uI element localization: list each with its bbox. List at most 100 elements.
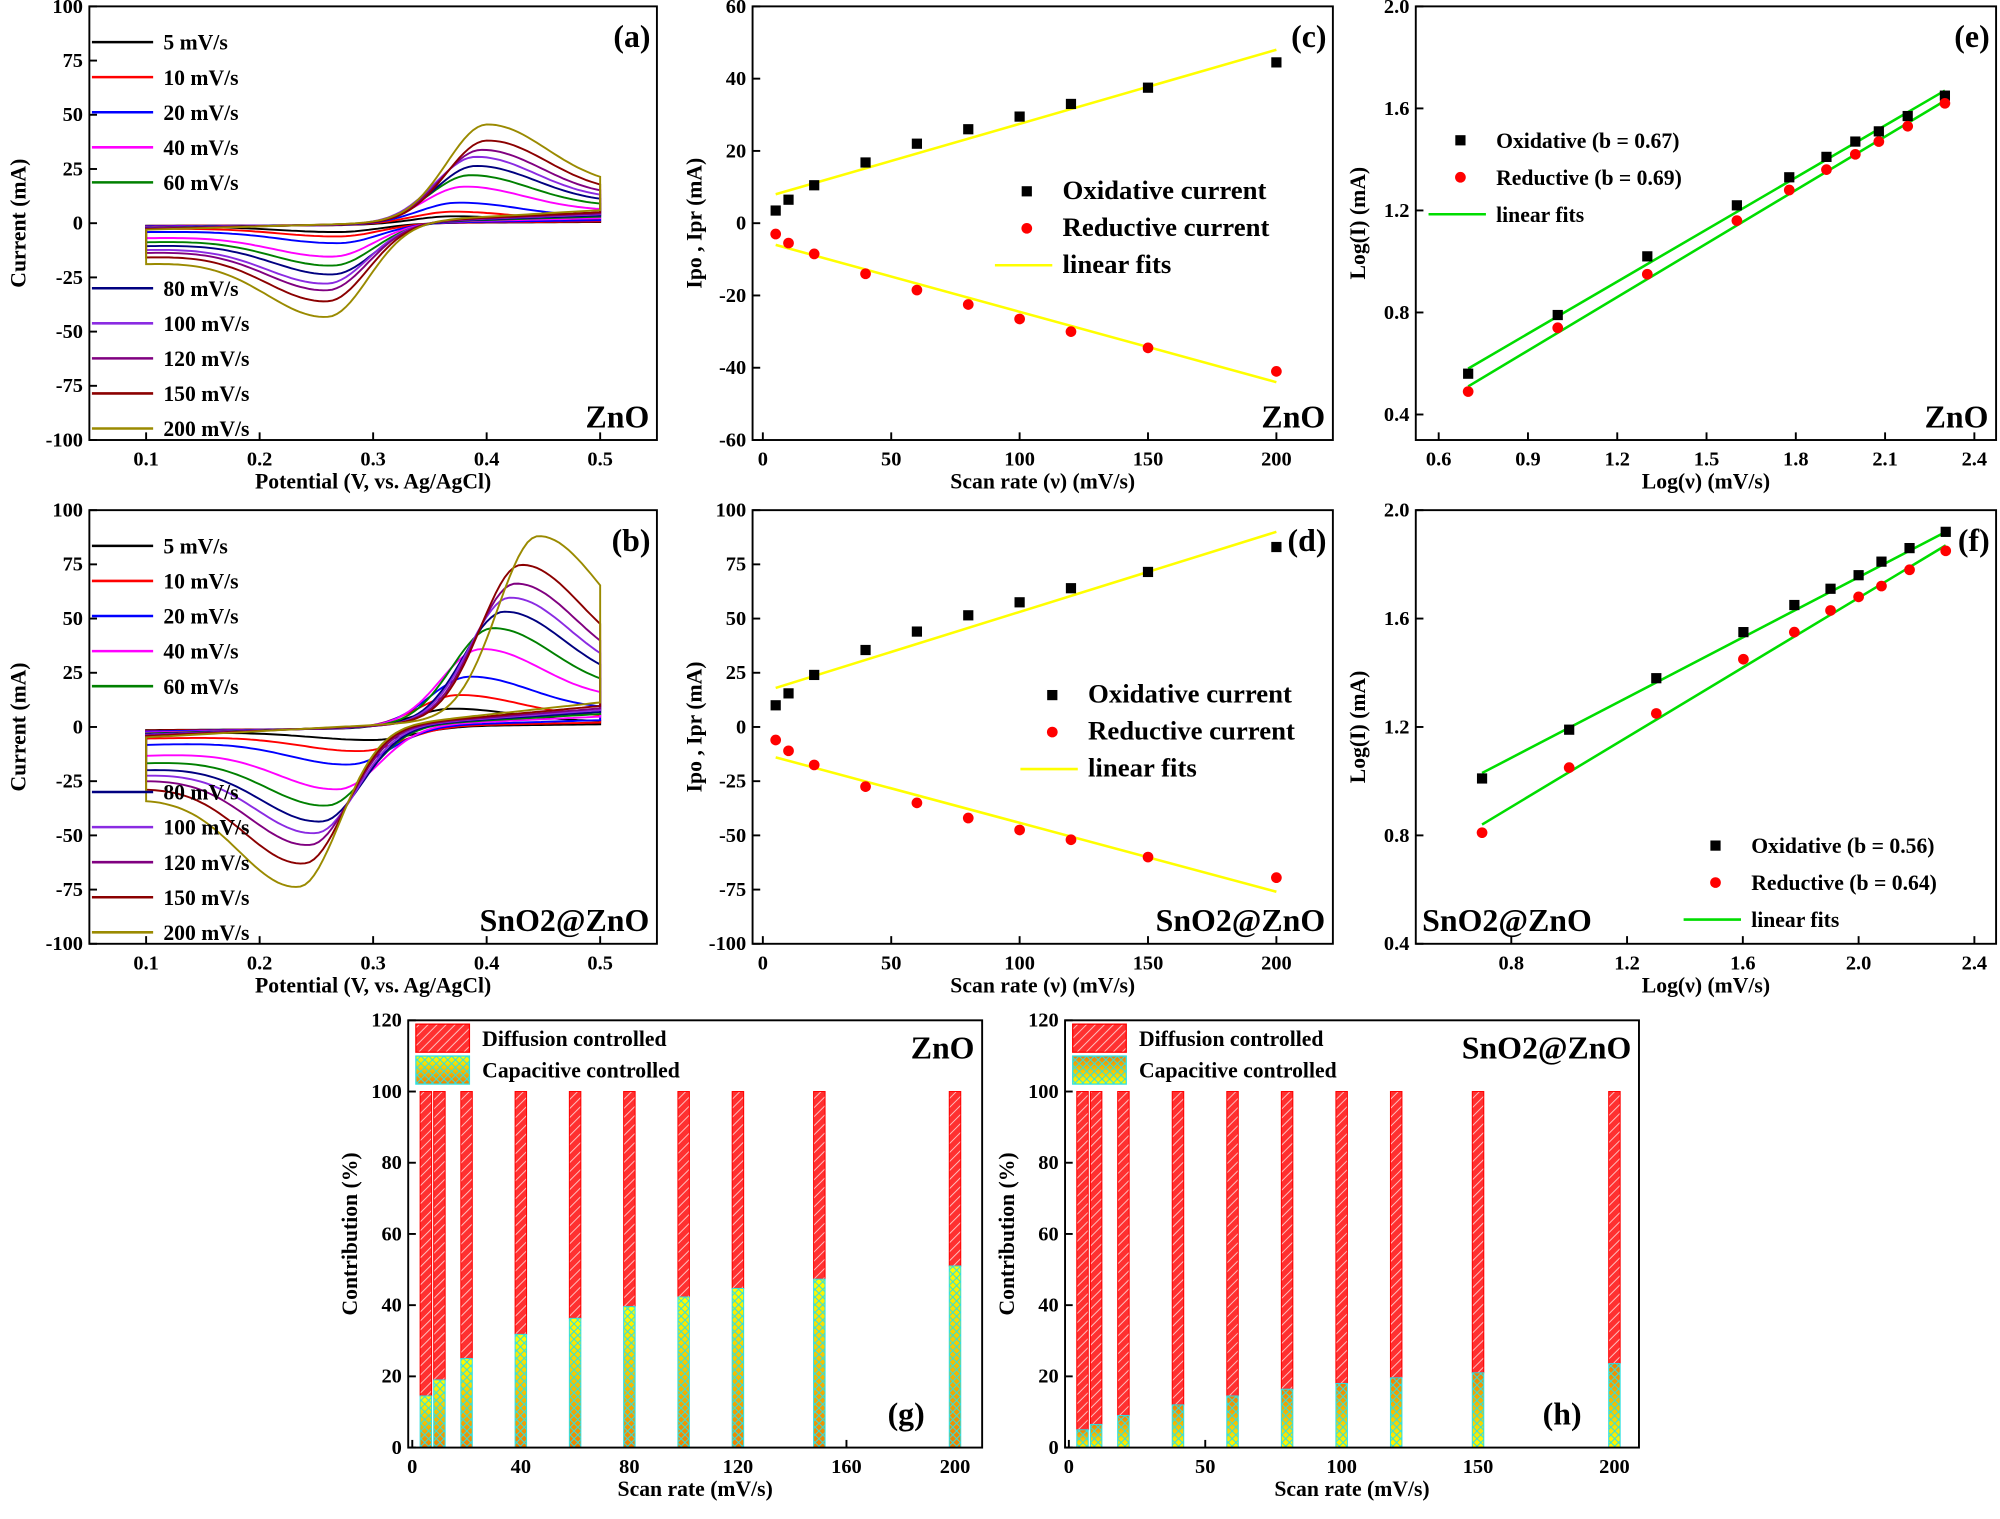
- data-point-reductive: [770, 228, 782, 240]
- data-point-reductive: [911, 284, 923, 296]
- data-point-oxidative: [860, 157, 871, 168]
- bar-capacitive-pattern: [813, 1279, 826, 1448]
- data-point-reductive: [1788, 626, 1800, 638]
- x-axis-label: Scan rate (mV/s): [1274, 1477, 1429, 1501]
- legend-circle-marker: [1046, 726, 1058, 738]
- y-tick-label: 50: [63, 104, 83, 126]
- y-tick-label: 0: [392, 1437, 402, 1459]
- legend-label: Oxidative (b = 0.56): [1751, 834, 1934, 858]
- bar-capacitive-pattern: [1172, 1404, 1184, 1448]
- panel-d: 0 50 100 150 200-100-75-50-250255075100Scan …: [683, 500, 1334, 997]
- bar-capacitive-pattern: [1090, 1424, 1102, 1448]
- y-tick-label: 2.0: [1384, 0, 1410, 18]
- x-tick-label: 2.0: [1846, 952, 1872, 974]
- y-tick-label: -50: [56, 825, 83, 847]
- fit-line: [1467, 89, 1946, 370]
- bar-capacitive-pattern: [1281, 1389, 1293, 1448]
- plot-frame: [407, 1019, 984, 1449]
- panel-h: 0 50 100 150 200 0 20 40 60 80 100 120 Scan rate (mV…: [995, 1010, 1640, 1501]
- legend-label: 60 mV/s: [163, 675, 238, 699]
- y-tick-label: -75: [719, 879, 746, 901]
- data-point-reductive: [1821, 164, 1832, 175]
- x-tick-label: 0: [758, 952, 768, 974]
- y-tick-label: 120: [1028, 1010, 1059, 1032]
- x-tick-label: 100: [1004, 952, 1035, 974]
- data-point-oxidative: [783, 194, 794, 205]
- data-point-reductive: [1271, 872, 1282, 884]
- y-axis-label: Contribution (%): [995, 1152, 1019, 1315]
- bar-diffusion: [1089, 1091, 1103, 1425]
- y-axis-label: Log(I) (mA): [1346, 671, 1370, 784]
- bar-diffusion: [1171, 1091, 1185, 1406]
- legend-square-marker: [1021, 186, 1032, 197]
- y-tick-label: 100: [52, 500, 83, 522]
- y-tick-label: -60: [719, 429, 746, 451]
- y-tick-label: 60: [726, 0, 746, 18]
- data-point-oxidative: [1784, 172, 1795, 183]
- plot-area: [770, 530, 1282, 893]
- data-point-oxidative: [1821, 151, 1832, 162]
- x-tick-label: 40: [511, 1456, 531, 1478]
- data-point-oxidative: [1476, 773, 1488, 784]
- plot-area: [419, 1091, 962, 1449]
- data-point-oxidative: [1738, 627, 1749, 638]
- x-tick-label: 0.6: [1426, 449, 1452, 471]
- y-tick-label: 100: [52, 0, 83, 18]
- data-point-reductive: [783, 237, 794, 249]
- data-point-oxidative: [1564, 724, 1575, 735]
- data-point-reductive: [1142, 342, 1154, 354]
- data-point-reductive: [860, 268, 871, 280]
- x-tick-label: 120: [723, 1456, 754, 1478]
- x-tick-label: 200: [940, 1456, 971, 1478]
- y-tick-label: 60: [1038, 1223, 1058, 1245]
- x-tick-label: 150: [1133, 449, 1164, 471]
- x-axis-label: Potential (V, vs. Ag/AgCl): [255, 469, 491, 493]
- fit-line: [775, 48, 1277, 196]
- y-axis-label: Current (mA): [7, 159, 31, 288]
- legend-circle-marker: [1021, 222, 1033, 234]
- y-tick-label: 75: [63, 554, 83, 576]
- panel-c: 0 50 100 150 200 -60 -40 -20 0 20 40 60 Scan rate (ν…: [683, 0, 1334, 493]
- data-point-reductive: [1853, 591, 1864, 603]
- y-tick-label: 100: [1028, 1081, 1059, 1103]
- y-tick-label: 0.8: [1384, 825, 1410, 847]
- data-point-reductive: [911, 797, 923, 809]
- y-tick-label: -40: [719, 357, 746, 379]
- legend-label: 10 mV/s: [163, 570, 238, 594]
- bar-diffusion: [948, 1091, 962, 1267]
- x-tick-label: 200: [1599, 1456, 1630, 1478]
- y-tick-label: 25: [726, 662, 746, 684]
- bar-diffusion: [1226, 1091, 1239, 1397]
- x-tick-label: 0: [1064, 1456, 1074, 1478]
- bar-capacitive-pattern: [515, 1334, 527, 1448]
- data-point-reductive: [1552, 322, 1564, 334]
- y-tick-label: -25: [719, 771, 746, 793]
- data-point-oxidative: [1014, 111, 1025, 122]
- data-point-reductive: [1065, 326, 1077, 337]
- data-point-oxidative: [770, 700, 781, 711]
- data-point-reductive: [783, 745, 794, 757]
- fit-line: [1481, 530, 1947, 775]
- y-tick-label: 0: [736, 716, 746, 738]
- bar-capacitive-pattern: [1335, 1383, 1348, 1448]
- y-axis-label: Contribution (%): [338, 1152, 362, 1315]
- bar-diffusion: [1117, 1091, 1130, 1417]
- y-tick-label: 1.2: [1384, 200, 1410, 222]
- data-point-oxidative: [809, 180, 820, 191]
- legend-swatch-diffusion: [1072, 1023, 1127, 1053]
- x-axis-label: Scan rate (ν) (mV/s): [950, 469, 1135, 493]
- bar-diffusion: [1608, 1091, 1621, 1365]
- x-tick-label: 0.5: [587, 952, 613, 974]
- legend-circle-marker: [1455, 171, 1466, 183]
- legend-label: 20 mV/s: [163, 605, 238, 629]
- data-point-reductive: [1738, 653, 1749, 665]
- data-point-reductive: [1783, 184, 1795, 196]
- data-point-oxidative: [911, 138, 923, 149]
- legend-label: 200 mV/s: [163, 921, 249, 945]
- data-point-oxidative: [860, 644, 871, 656]
- data-point-reductive: [1939, 97, 1951, 109]
- x-tick-label: 0.2: [247, 952, 273, 974]
- legend-label: Capacitive controlled: [1139, 1059, 1337, 1083]
- data-point-oxidative: [1876, 556, 1887, 567]
- y-axis-label: Current (mA): [7, 662, 31, 791]
